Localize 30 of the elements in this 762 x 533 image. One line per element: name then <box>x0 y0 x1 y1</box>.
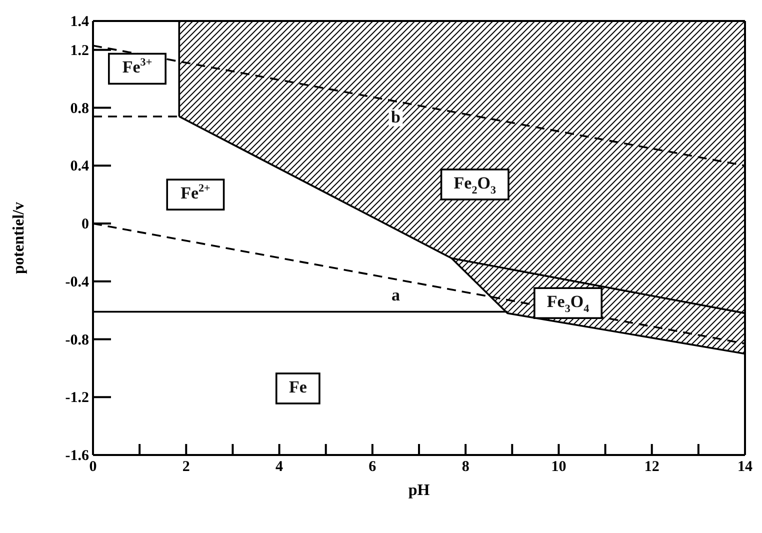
x-axis-title: pH <box>408 482 430 499</box>
annotation: Fe$_{2}$O$_{3}$ <box>454 173 496 196</box>
x-tick-label: 8 <box>462 459 470 475</box>
annotation: Fe <box>288 377 308 396</box>
species-label-box: Fe$^{3+}$ <box>108 52 166 85</box>
annotation: Fe$^{2+}$ <box>180 182 210 203</box>
annotation: Fe$_{3}$O$_{4}$ <box>546 292 590 315</box>
species-label-box: Fe <box>275 372 320 404</box>
series-label: b <box>390 107 400 126</box>
y-tick-label: 0.4 <box>70 158 90 175</box>
y-tick-label: -1.6 <box>65 448 90 464</box>
x-tick-label: 10 <box>551 459 566 475</box>
annotation: Fe$^{3+}$ <box>122 56 152 77</box>
x-tick-label: 14 <box>738 459 753 475</box>
y-axis-title: potentiel/v <box>10 202 28 274</box>
y-tick-label: 0 <box>82 216 89 233</box>
y-tick-label: 1.2 <box>70 42 89 59</box>
y-tick-label: 0.8 <box>70 100 89 117</box>
species-label-box: Fe$_{3}$O$_{4}$ <box>534 287 603 319</box>
x-tick-label: 6 <box>368 459 377 475</box>
y-tick-label: -0.4 <box>65 274 90 290</box>
y-tick-label: -1.2 <box>65 390 89 406</box>
y-tick-label: -0.8 <box>65 332 89 348</box>
x-tick-label: 12 <box>644 459 660 475</box>
species-label-box: Fe$_{2}$O$_{3}$ <box>440 168 510 200</box>
species-label-box: Fe$^{2+}$ <box>166 178 225 210</box>
x-tick-label: 2 <box>182 459 190 475</box>
series-label: a <box>391 285 400 304</box>
x-tick-label: 4 <box>276 459 284 475</box>
y-tick-label: 1.4 <box>70 14 90 30</box>
